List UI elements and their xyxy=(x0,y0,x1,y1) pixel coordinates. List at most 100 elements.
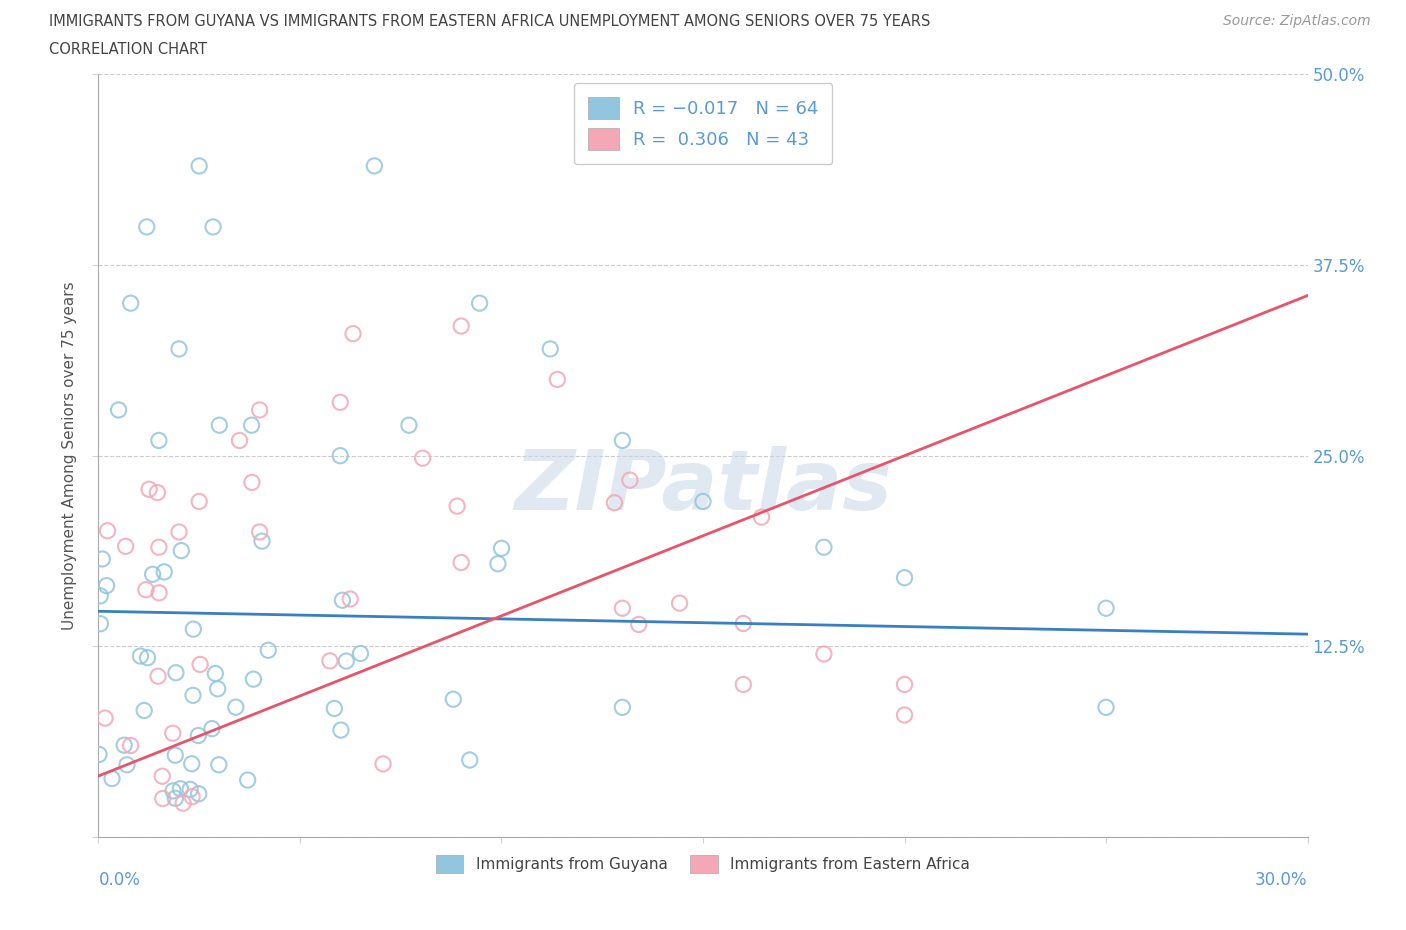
Point xyxy=(692,494,714,509)
Point xyxy=(329,723,352,737)
Point xyxy=(138,482,160,497)
Point xyxy=(412,451,434,466)
Point xyxy=(813,539,835,554)
Point xyxy=(172,796,194,811)
Point xyxy=(240,418,263,432)
Point xyxy=(446,498,468,513)
Point xyxy=(169,781,191,796)
Point xyxy=(107,403,129,418)
Point xyxy=(129,648,152,663)
Text: 0.0%: 0.0% xyxy=(98,871,141,889)
Point xyxy=(89,617,111,631)
Point xyxy=(249,525,271,539)
Point xyxy=(208,418,231,432)
Point xyxy=(183,621,205,636)
Point xyxy=(538,341,561,356)
Point xyxy=(167,341,190,356)
Point xyxy=(135,582,157,597)
Point xyxy=(120,738,142,753)
Point xyxy=(349,646,371,661)
Point xyxy=(486,556,509,571)
Text: Source: ZipAtlas.com: Source: ZipAtlas.com xyxy=(1223,14,1371,28)
Point xyxy=(668,596,690,611)
Point xyxy=(148,585,170,600)
Point xyxy=(134,703,156,718)
Point xyxy=(813,646,835,661)
Point xyxy=(207,682,229,697)
Point xyxy=(188,657,211,671)
Point xyxy=(249,403,271,418)
Point xyxy=(612,433,634,448)
Point xyxy=(329,395,352,410)
Point xyxy=(733,616,755,631)
Point xyxy=(89,589,111,604)
Point xyxy=(257,643,280,658)
Point xyxy=(458,752,481,767)
Point xyxy=(150,769,173,784)
Point xyxy=(450,319,472,334)
Point xyxy=(751,510,773,525)
Text: 30.0%: 30.0% xyxy=(1256,871,1308,889)
Point xyxy=(335,654,357,669)
Point xyxy=(371,756,394,771)
Point xyxy=(491,541,513,556)
Point xyxy=(87,747,110,762)
Point xyxy=(204,666,226,681)
Point xyxy=(363,158,385,173)
Point xyxy=(468,296,491,311)
Point xyxy=(450,555,472,570)
Point xyxy=(228,433,250,448)
Point xyxy=(152,791,174,806)
Point xyxy=(202,219,225,234)
Point xyxy=(612,601,634,616)
Point xyxy=(180,756,202,771)
Point xyxy=(101,771,124,786)
Point xyxy=(208,757,231,772)
Point xyxy=(120,296,142,311)
Point xyxy=(165,790,187,805)
Point xyxy=(179,782,201,797)
Point xyxy=(1095,700,1118,715)
Point xyxy=(603,496,626,511)
Point xyxy=(153,565,176,579)
Point xyxy=(181,790,204,804)
Legend: Immigrants from Guyana, Immigrants from Eastern Africa: Immigrants from Guyana, Immigrants from … xyxy=(430,849,976,879)
Point xyxy=(148,539,170,554)
Point xyxy=(329,448,352,463)
Point xyxy=(893,570,915,585)
Point xyxy=(546,372,568,387)
Point xyxy=(242,671,264,686)
Point xyxy=(170,543,193,558)
Point xyxy=(96,524,118,538)
Point xyxy=(201,721,224,736)
Point xyxy=(146,669,169,684)
Point xyxy=(733,677,755,692)
Point xyxy=(167,525,190,539)
Point xyxy=(136,650,159,665)
Point xyxy=(162,725,184,740)
Point xyxy=(236,773,259,788)
Point xyxy=(1095,601,1118,616)
Point xyxy=(135,219,157,234)
Point xyxy=(181,688,204,703)
Point xyxy=(319,654,342,669)
Point xyxy=(441,692,464,707)
Y-axis label: Unemployment Among Seniors over 75 years: Unemployment Among Seniors over 75 years xyxy=(62,282,77,630)
Point xyxy=(94,711,117,725)
Point xyxy=(165,665,187,680)
Point xyxy=(165,748,187,763)
Point xyxy=(225,699,247,714)
Point xyxy=(115,757,138,772)
Point xyxy=(188,158,211,173)
Point xyxy=(893,708,915,723)
Text: ZIPatlas: ZIPatlas xyxy=(515,445,891,526)
Point xyxy=(398,418,420,432)
Point xyxy=(162,783,184,798)
Point xyxy=(627,617,650,631)
Point xyxy=(188,494,211,509)
Point xyxy=(339,591,361,606)
Point xyxy=(112,737,135,752)
Point xyxy=(91,551,114,566)
Point xyxy=(342,326,364,341)
Point xyxy=(187,787,209,802)
